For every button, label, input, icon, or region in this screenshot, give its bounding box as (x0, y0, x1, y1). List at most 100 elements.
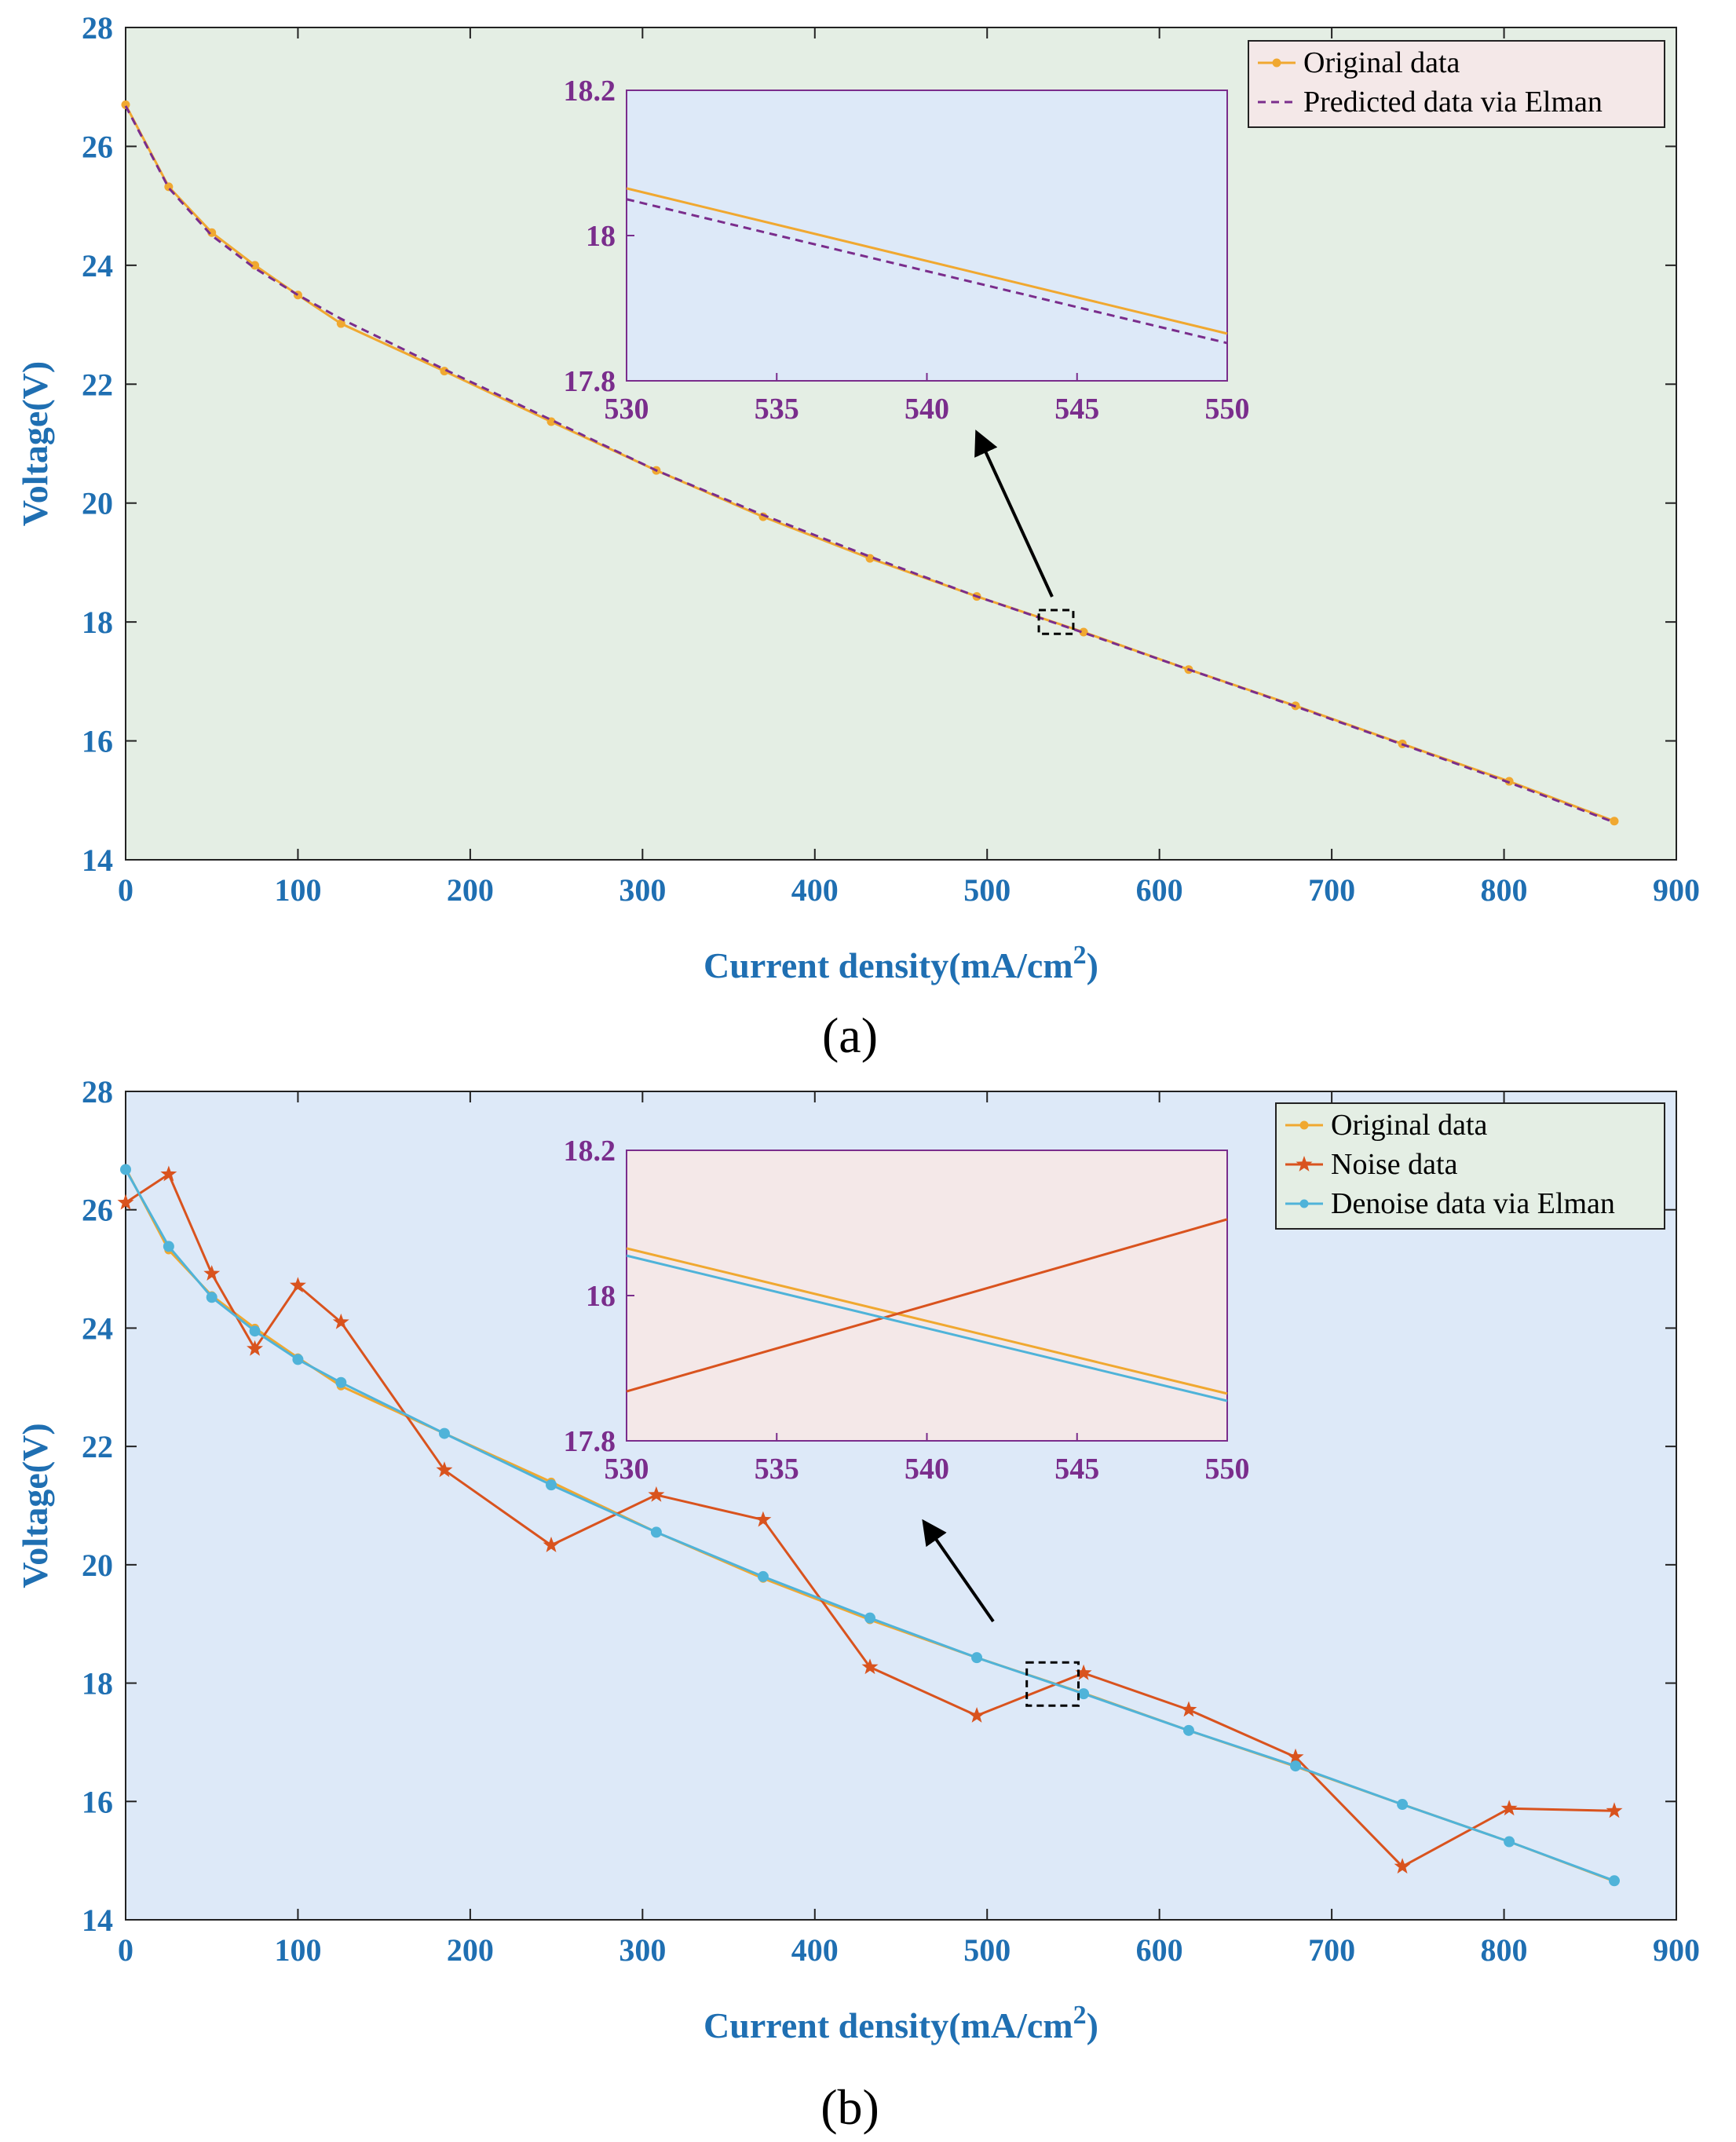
legend-marker-2 (1299, 1199, 1309, 1208)
data-point-star (543, 1537, 560, 1552)
inset-chart: 530 535 540 545 550 17.8 18 18.2 (564, 75, 1250, 426)
legend-label-1: Predicted data via Elman (1303, 86, 1603, 119)
data-point-star (290, 1277, 306, 1293)
data-point (864, 1612, 875, 1624)
data-point (1609, 1875, 1620, 1887)
data-point (207, 228, 217, 237)
data-point-star (1394, 1858, 1411, 1874)
y-tick-label: 18 (82, 605, 113, 640)
zoom-box (1037, 609, 1075, 635)
legend-label-1: Noise data (1331, 1148, 1458, 1181)
x-axis-title-main: Current density(mA/cm (704, 2005, 1073, 2045)
y-tick-label: 28 (82, 1074, 113, 1109)
y-tick-label: 26 (82, 1193, 113, 1228)
inset-series-line-1 (626, 1218, 1228, 1393)
data-point-star (1287, 1748, 1304, 1764)
x-tick-label: 600 (1136, 1932, 1183, 1968)
x-tick-label: 900 (1653, 1932, 1700, 1968)
inset-x-tick-label: 540 (905, 1453, 949, 1486)
zoom-arrow (922, 1519, 995, 1623)
x-tick-label: 400 (791, 1932, 839, 1968)
series-line-1 (124, 105, 1615, 824)
data-point (1610, 817, 1619, 826)
data-point (865, 554, 875, 563)
y-tick-label: 14 (82, 843, 113, 878)
inset-series-line-2 (626, 1254, 1228, 1402)
data-point (121, 100, 130, 109)
data-point (1290, 1760, 1302, 1772)
data-point (1079, 627, 1088, 637)
chart-panel-b: 0 100 200 300 400 500 600 700 800 900 14 16 18 20 22 24… (15, 1074, 1700, 2135)
series-line-2 (124, 1168, 1615, 1882)
zoom-arrow (974, 429, 1054, 598)
x-tick-label: 700 (1308, 1932, 1355, 1968)
y-tick-label: 22 (82, 1429, 113, 1464)
data-point (206, 1292, 217, 1303)
data-point-star (755, 1511, 772, 1527)
x-axis-title-main: Current density(mA/cm (704, 945, 1073, 985)
data-point-star (332, 1313, 349, 1329)
data-point (546, 1479, 557, 1491)
x-axis-title: Current density(mA/cm2) (704, 2001, 1098, 2045)
y-tick-label: 26 (82, 129, 113, 164)
x-tick-label: 0 (118, 872, 133, 908)
data-point-star (861, 1658, 879, 1675)
legend: Original data Predicted data via Elman (1248, 40, 1665, 128)
data-point (336, 319, 345, 328)
data-point (440, 367, 449, 376)
inset-series-line-0 (626, 187, 1228, 335)
data-point (120, 1164, 131, 1175)
y-tick-label: 24 (82, 248, 113, 283)
inset-y-tick-label: 18 (586, 1280, 616, 1313)
x-tick-label: 300 (619, 1932, 666, 1968)
data-point-star (117, 1193, 134, 1210)
data-point (1078, 1688, 1090, 1700)
legend-label-0: Original data (1331, 1109, 1488, 1142)
y-tick-label: 16 (82, 1784, 113, 1819)
inset-x-tick-label: 530 (605, 1453, 649, 1486)
data-point-star (203, 1265, 221, 1281)
legend-marker-0 (1299, 1120, 1309, 1130)
series-line-0 (124, 104, 1615, 823)
legend-box (1275, 1102, 1665, 1230)
x-tick-label: 0 (118, 1932, 133, 1968)
inset-y-tick-label: 18.2 (564, 1135, 616, 1168)
inset-y-tick-label: 18.2 (564, 75, 616, 108)
data-point-star (436, 1461, 453, 1478)
inset-y-tick-label: 17.8 (564, 1425, 616, 1458)
x-axis-title: Current density(mA/cm2) (704, 941, 1098, 985)
data-point (757, 1570, 769, 1582)
series-line-1 (125, 1173, 1615, 1868)
data-point (1397, 1799, 1409, 1811)
data-point (1182, 1724, 1194, 1736)
data-point (249, 1325, 261, 1337)
inset-x-tick-label: 540 (905, 393, 949, 426)
inset-y-tick-label: 17.8 (564, 365, 616, 398)
data-point (250, 261, 260, 270)
inset-y-tick-label: 18 (586, 220, 616, 253)
y-tick-label: 14 (82, 1903, 113, 1938)
legend-label-2: Denoise data via Elman (1331, 1187, 1615, 1220)
x-axis-title-sup: 2 (1073, 2001, 1087, 2030)
data-point (292, 1354, 304, 1365)
x-tick-label: 500 (963, 872, 1011, 908)
y-tick-label: 28 (82, 10, 113, 46)
data-point (1504, 1836, 1515, 1848)
inset-plot-area (626, 90, 1228, 382)
data-point (650, 1526, 662, 1538)
inset-x-tick-label: 550 (1205, 1453, 1250, 1486)
panel-caption: (b) (820, 2079, 879, 2135)
x-tick-label: 200 (447, 872, 494, 908)
x-tick-label: 600 (1136, 872, 1183, 908)
panel-caption: (a) (822, 1007, 878, 1063)
data-point-star (648, 1486, 665, 1502)
x-tick-label: 800 (1481, 1932, 1528, 1968)
inset-x-tick-label: 535 (755, 1453, 799, 1486)
legend: Original data Noise data Denoise data via … (1275, 1102, 1665, 1230)
data-point-star (1075, 1664, 1092, 1680)
x-tick-label: 200 (447, 1932, 494, 1968)
data-point-star (247, 1340, 263, 1356)
x-tick-label: 800 (1481, 872, 1528, 908)
inset-x-tick-label: 535 (755, 393, 799, 426)
data-point (335, 1376, 347, 1388)
